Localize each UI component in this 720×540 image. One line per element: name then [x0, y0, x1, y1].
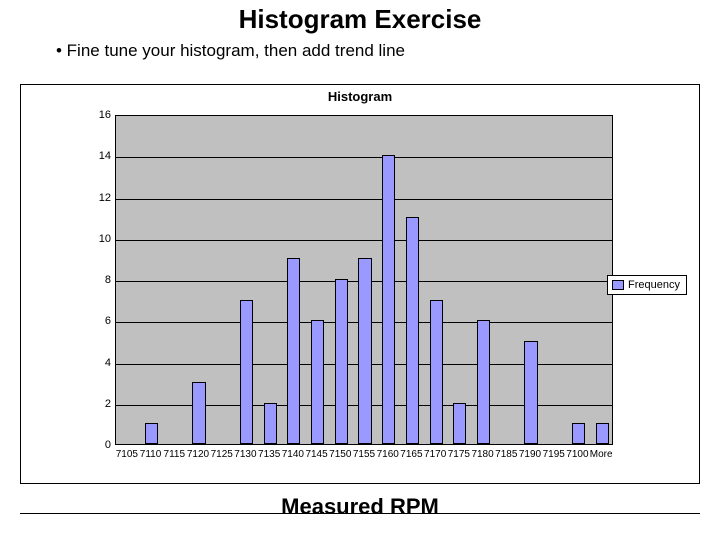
- histogram-bar: [335, 279, 348, 444]
- grid-line: [116, 199, 612, 200]
- slide: Histogram Exercise • Fine tune your hist…: [0, 4, 720, 540]
- x-tick-label: 7165: [400, 449, 422, 460]
- y-tick-label: 12: [87, 192, 111, 204]
- histogram-bar: [311, 320, 324, 444]
- footer-divider: [20, 513, 700, 514]
- grid-line: [116, 240, 612, 241]
- chart-container: Histogram Frequency 02468101214167105711…: [20, 84, 700, 484]
- x-tick-label: 7180: [471, 449, 493, 460]
- histogram-bar: [240, 300, 253, 444]
- histogram-bar: [596, 423, 609, 444]
- y-tick-label: 8: [87, 274, 111, 286]
- y-tick-label: 14: [87, 150, 111, 162]
- x-tick-label: 7140: [282, 449, 304, 460]
- y-tick-label: 16: [87, 109, 111, 121]
- histogram-bar: [524, 341, 537, 444]
- x-tick-label: 7190: [519, 449, 541, 460]
- histogram-bar: [287, 258, 300, 444]
- y-tick-label: 6: [87, 315, 111, 327]
- histogram-bar: [406, 217, 419, 444]
- y-tick-label: 2: [87, 398, 111, 410]
- x-tick-label: 7185: [495, 449, 517, 460]
- histogram-bar: [477, 320, 490, 444]
- histogram-bar: [382, 155, 395, 444]
- legend-swatch-icon: [612, 280, 624, 290]
- histogram-bar: [192, 382, 205, 444]
- x-tick-label: 7195: [543, 449, 565, 460]
- x-tick-label: 7175: [448, 449, 470, 460]
- x-tick-label: 7110: [140, 449, 162, 460]
- x-tick-label: 7160: [377, 449, 399, 460]
- x-tick-label: 7135: [258, 449, 280, 460]
- x-tick-label: 7170: [424, 449, 446, 460]
- histogram-bar: [453, 403, 466, 444]
- histogram-bar: [430, 300, 443, 444]
- chart-title: Histogram: [21, 89, 699, 104]
- legend-label: Frequency: [628, 279, 680, 291]
- page-title: Histogram Exercise: [0, 4, 720, 35]
- histogram-bar: [572, 423, 585, 444]
- x-tick-label: 7115: [164, 449, 186, 460]
- x-tick-label: 7100: [566, 449, 588, 460]
- bullet-text: • Fine tune your histogram, then add tre…: [56, 41, 720, 61]
- x-tick-label: 7155: [353, 449, 375, 460]
- x-tick-label: 7125: [211, 449, 233, 460]
- histogram-bar: [264, 403, 277, 444]
- y-tick-label: 0: [87, 439, 111, 451]
- x-tick-label: 7120: [187, 449, 209, 460]
- histogram-bar: [358, 258, 371, 444]
- x-tick-label: 7105: [116, 449, 138, 460]
- histogram-bar: [145, 423, 158, 444]
- y-tick-label: 10: [87, 233, 111, 245]
- plot-area: [115, 115, 613, 445]
- x-tick-label: More: [590, 449, 613, 460]
- x-tick-label: 7150: [329, 449, 351, 460]
- grid-line: [116, 157, 612, 158]
- x-tick-label: 7130: [234, 449, 256, 460]
- y-tick-label: 4: [87, 357, 111, 369]
- x-axis-outer-label: Measured RPM: [0, 494, 720, 520]
- legend: Frequency: [607, 275, 687, 295]
- x-tick-label: 7145: [305, 449, 327, 460]
